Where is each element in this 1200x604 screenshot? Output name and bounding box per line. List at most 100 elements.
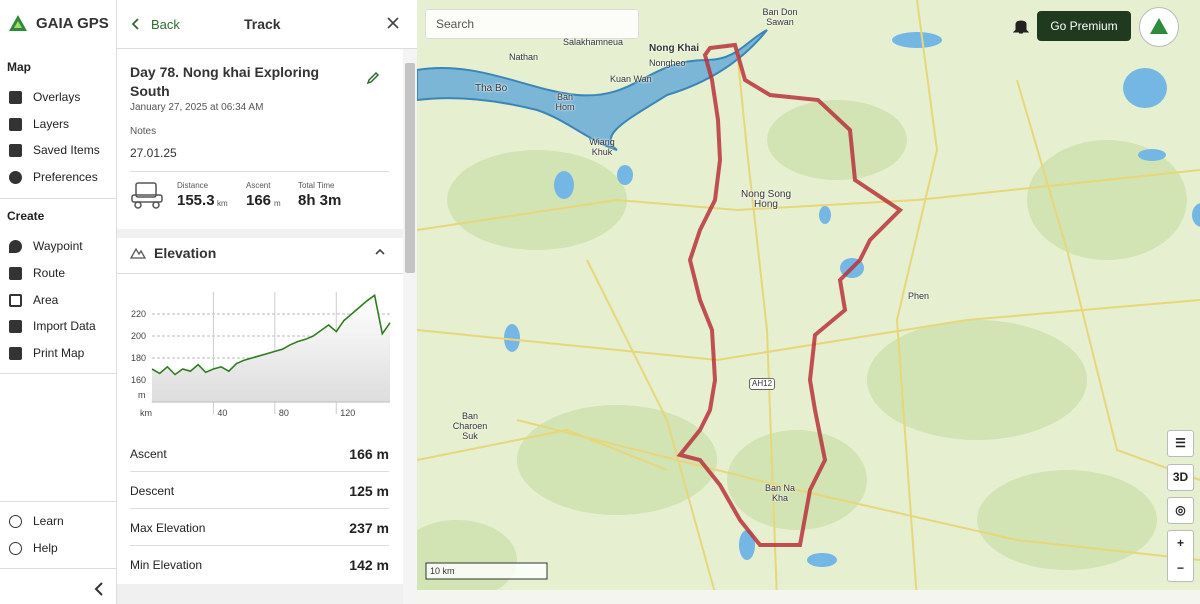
y-tick-label: 220 bbox=[131, 309, 146, 319]
collapse-icon[interactable] bbox=[374, 248, 386, 256]
collapse-button[interactable] bbox=[93, 582, 105, 596]
stat-row: Max Elevation 237 m bbox=[130, 508, 389, 546]
place-label: Ban Don Sawan bbox=[762, 7, 798, 27]
menu-item[interactable]: Waypoint bbox=[33, 239, 83, 253]
icon bbox=[9, 515, 22, 528]
stat-value: 166 bbox=[246, 192, 272, 209]
stat-label: Ascent bbox=[246, 181, 271, 190]
track-card bbox=[117, 49, 403, 229]
activity-icon bbox=[131, 182, 163, 209]
row-label: Max Elevation bbox=[130, 521, 206, 535]
place-label: Nong Khai bbox=[649, 43, 699, 54]
section-heading: Create bbox=[7, 209, 45, 223]
elevation-line bbox=[151, 293, 391, 376]
row-value: 125 m bbox=[349, 483, 389, 499]
menu-item[interactable]: Overlays bbox=[33, 90, 81, 104]
elevation-area bbox=[152, 295, 390, 402]
icon bbox=[9, 320, 22, 333]
stat-unit: km bbox=[217, 199, 228, 208]
map-canvas bbox=[417, 0, 1200, 604]
separator bbox=[0, 198, 116, 199]
x-tick-label: 80 bbox=[279, 408, 289, 418]
notes-label: Notes bbox=[130, 126, 157, 137]
stat-value: 8h 3m bbox=[298, 192, 342, 209]
place-label: Kuan Wan bbox=[610, 74, 652, 84]
search-box[interactable]: Search bbox=[425, 9, 639, 39]
divider bbox=[117, 273, 403, 274]
row-label: Descent bbox=[130, 484, 175, 498]
menu-item[interactable]: Learn bbox=[33, 514, 64, 528]
menu-item[interactable]: Area bbox=[33, 293, 59, 307]
separator bbox=[0, 373, 116, 374]
menu-item[interactable]: Print Map bbox=[33, 346, 85, 360]
place-label: Ban Charoen Suk bbox=[452, 411, 488, 441]
menu-item[interactable]: Import Data bbox=[33, 319, 96, 333]
edit-icon[interactable] bbox=[366, 71, 380, 85]
avatar-icon bbox=[1150, 18, 1168, 34]
search-placeholder: Search bbox=[436, 17, 475, 31]
x-tick-label: 40 bbox=[217, 408, 227, 418]
place-label: Nongheo bbox=[649, 58, 686, 68]
place-label: Tha Bo bbox=[475, 83, 508, 94]
menu-item[interactable]: Route bbox=[33, 266, 66, 280]
y-tick-label: 180 bbox=[131, 353, 146, 363]
icon bbox=[9, 171, 22, 184]
icon bbox=[9, 347, 22, 360]
scroll-thumb[interactable] bbox=[405, 63, 415, 273]
stat-value: 155.3 bbox=[177, 192, 215, 209]
place-label: Nong Song Hong bbox=[740, 189, 792, 210]
attribution-bar bbox=[417, 590, 1200, 604]
menu-item[interactable]: Preferences bbox=[33, 170, 98, 184]
place-label: Salakhamneua bbox=[563, 37, 624, 47]
icon bbox=[9, 267, 22, 280]
back-icon[interactable] bbox=[130, 17, 140, 31]
close-button[interactable] bbox=[387, 17, 399, 29]
icon bbox=[9, 144, 22, 157]
menu-item[interactable]: Layers bbox=[33, 117, 70, 131]
avatar[interactable] bbox=[1139, 7, 1179, 47]
place-label: Phen bbox=[908, 291, 930, 301]
map[interactable]: Search Go Premium Nong Khai Nongheo Kuan… bbox=[417, 0, 1200, 604]
place-label: Nathan bbox=[509, 52, 539, 62]
row-value: 166 m bbox=[349, 446, 389, 462]
row-label: Min Elevation bbox=[130, 558, 203, 572]
y-tick-label: 160 bbox=[131, 375, 146, 385]
icon bbox=[9, 240, 22, 253]
back-button[interactable]: Back bbox=[151, 17, 180, 32]
stat-unit: m bbox=[274, 199, 281, 208]
road-shield: AH12 bbox=[749, 378, 776, 390]
lakes bbox=[504, 32, 1200, 567]
scrollbar[interactable] bbox=[403, 49, 417, 604]
3d-button[interactable]: 3D bbox=[1167, 464, 1194, 491]
row-label: Ascent bbox=[130, 447, 167, 461]
menu-item[interactable]: Saved Items bbox=[33, 143, 100, 157]
track-date: January 27, 2025 at 06:34 AM bbox=[130, 102, 264, 113]
x-tick-label: 120 bbox=[340, 408, 355, 418]
track-name: Day 78. Nong khai Exploring South bbox=[130, 64, 320, 99]
stat-label: Distance bbox=[177, 181, 209, 190]
river bbox=[417, 29, 768, 151]
separator bbox=[0, 501, 116, 502]
row-value: 142 m bbox=[349, 557, 389, 573]
stat-row: Ascent 166 m bbox=[130, 434, 389, 472]
list-button[interactable]: ☰ bbox=[1167, 430, 1194, 457]
scale-label: 10 km bbox=[430, 566, 455, 576]
icon bbox=[9, 118, 22, 131]
y-tick-label: 200 bbox=[131, 331, 146, 341]
stat-label: Total Time bbox=[298, 181, 335, 190]
panel-title: Track bbox=[244, 16, 281, 32]
logo-icon bbox=[9, 15, 27, 31]
place-label: Ban Na Kha bbox=[764, 483, 796, 503]
locate-button[interactable]: ◎ bbox=[1167, 497, 1194, 524]
notifications[interactable] bbox=[1013, 17, 1029, 35]
icon bbox=[9, 294, 22, 307]
notes: 27.01.25 bbox=[130, 146, 177, 160]
y-unit: m bbox=[138, 390, 146, 400]
premium-button[interactable]: Go Premium bbox=[1037, 11, 1131, 41]
track-line[interactable] bbox=[676, 42, 904, 547]
zoom-buttons[interactable]: + − bbox=[1167, 530, 1194, 582]
scale-bar bbox=[425, 562, 548, 580]
section-heading: Map bbox=[7, 60, 31, 74]
menu-item[interactable]: Help bbox=[33, 541, 58, 555]
